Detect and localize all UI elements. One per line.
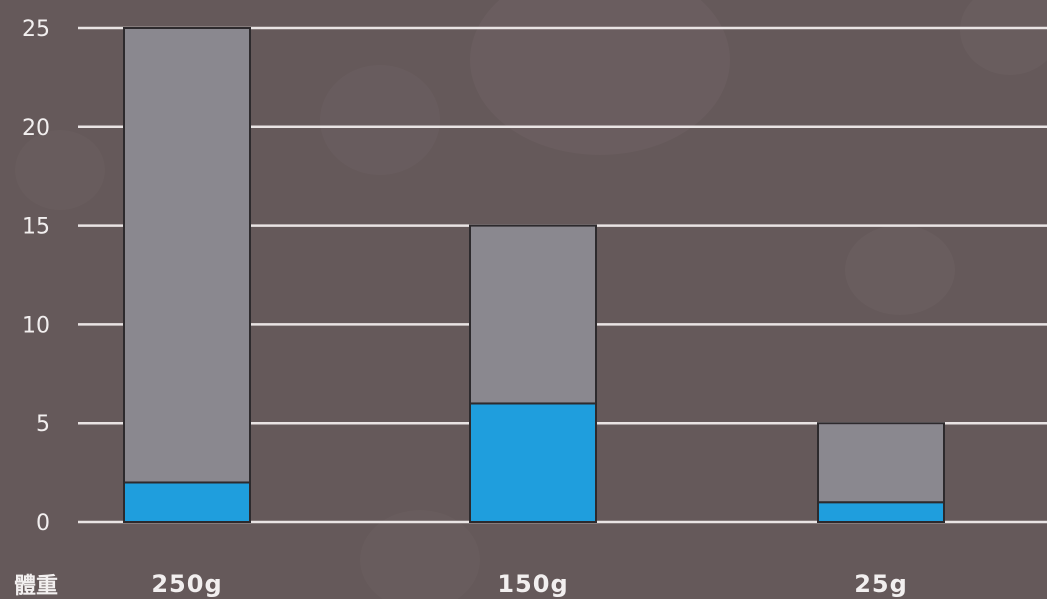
x-axis-title: 體重 — [14, 573, 58, 599]
bar-segment-250g-series-2 — [123, 27, 251, 484]
y-tick-label: 10 — [22, 313, 50, 338]
y-tick-label: 0 — [36, 511, 50, 536]
y-axis-ticks: 0 5 10 15 20 25 — [22, 17, 50, 536]
x-tick-label: 25g — [854, 570, 908, 598]
y-tick-label: 15 — [22, 215, 50, 240]
bar-segment-25g-series-1 — [817, 501, 945, 523]
bar-segment-150g-series-2 — [469, 224, 597, 405]
y-tick-label: 5 — [36, 412, 50, 437]
bar-segment-150g-series-1 — [469, 402, 597, 523]
bar-segment-25g-series-2 — [817, 422, 945, 504]
y-tick-label: 25 — [22, 17, 50, 42]
y-tick-label: 20 — [22, 116, 50, 141]
x-axis-labels: 250g 150g 25g — [151, 570, 908, 598]
bar-segment-250g-series-1 — [123, 481, 251, 524]
background-blobs — [15, 0, 1047, 599]
x-tick-label: 150g — [497, 570, 568, 598]
x-tick-label: 250g — [151, 570, 222, 598]
bars — [123, 27, 945, 524]
